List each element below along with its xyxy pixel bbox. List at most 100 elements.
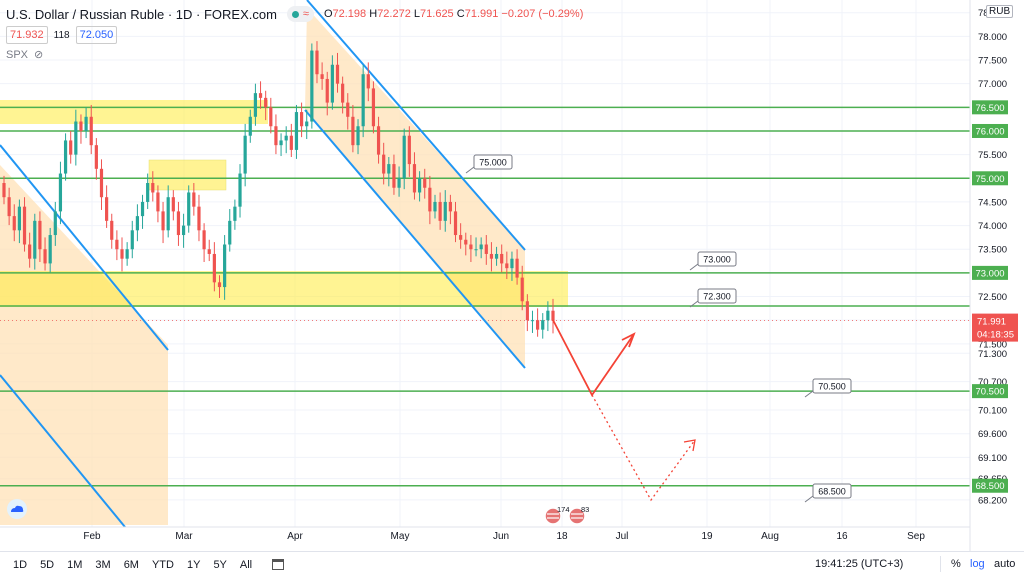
time-tick-label: Apr: [287, 531, 303, 542]
callout-label: 75.000: [479, 158, 507, 168]
candle-body: [166, 197, 170, 231]
sell-price-button[interactable]: 71.932: [6, 26, 48, 44]
timeframe-3m[interactable]: 3M: [95, 558, 111, 571]
candle-body: [289, 135, 293, 150]
candle-body: [330, 64, 334, 103]
candle-body: [479, 244, 483, 250]
candle-body: [505, 263, 509, 269]
candle-body: [28, 244, 32, 259]
forecast-dotted-path: [591, 394, 696, 502]
callout-pointer: [465, 166, 475, 174]
auto-toggle[interactable]: auto: [994, 558, 1016, 570]
timeframe-5y[interactable]: 5Y: [213, 558, 227, 571]
level-price-label: 73.000: [975, 268, 1004, 279]
log-toggle[interactable]: log: [970, 558, 985, 570]
candle-body: [17, 206, 21, 231]
candle-body: [125, 249, 129, 259]
candle-body: [366, 74, 370, 89]
level-price-tag: [972, 171, 1008, 186]
eye-slash-icon[interactable]: ⊘: [34, 49, 44, 61]
market-open-icon: [291, 10, 299, 18]
callout-pointer: [689, 263, 699, 271]
time-tick-label: 18: [556, 531, 568, 542]
candle-body: [269, 107, 273, 127]
candle-body: [412, 164, 417, 193]
timeframe-1y[interactable]: 1Y: [186, 558, 201, 571]
price-tick-label: 74.000: [978, 221, 1007, 232]
candlesticks: [2, 41, 555, 339]
candle-body: [428, 187, 432, 212]
price-tick-label: 75.500: [978, 150, 1007, 161]
timeframe-5d[interactable]: 5D: [40, 558, 55, 571]
candle-body: [335, 64, 340, 84]
candle-body: [212, 253, 216, 283]
candle-body: [407, 135, 411, 165]
candle-body: [243, 135, 247, 174]
candle-body: [346, 102, 350, 117]
price-tick-label: 69.600: [978, 429, 1007, 440]
level-callout: 75.000: [465, 154, 513, 174]
price-change: −0.207 (−0.29%): [501, 8, 584, 20]
left-channel-fill: [0, 165, 168, 525]
timeframe-6m[interactable]: 6M: [123, 558, 139, 571]
level-price-tag: [972, 100, 1008, 115]
candle-body: [520, 277, 524, 302]
candle-body: [351, 116, 355, 146]
forecast-dotted-arrowhead: [683, 439, 696, 452]
candle-body: [546, 310, 550, 321]
level-callout: 73.000: [689, 251, 737, 271]
price-tick-label: 70.100: [978, 406, 1007, 417]
timeframe-all[interactable]: All: [239, 558, 253, 571]
price-tick-label: 74.500: [978, 197, 1007, 208]
level-price-label: 68.500: [975, 481, 1004, 492]
indicator-name[interactable]: SPX: [6, 48, 29, 61]
calendar-icon[interactable]: [272, 559, 285, 570]
forecast-arrows: [552, 319, 696, 502]
buy-price-button[interactable]: 72.050: [75, 26, 118, 44]
price-axis: 78.50078.00077.50077.00076.50076.00075.5…: [969, 0, 1024, 551]
candle-body: [99, 168, 104, 198]
callout-box: [697, 251, 737, 267]
candle-body: [310, 50, 314, 122]
channel-line: [304, 109, 526, 369]
timeframe-1m[interactable]: 1M: [67, 558, 83, 571]
bottom-toolbar: 1D 5D 1M 3M 6M YTD 1Y 5Y All 19:41:25 (U…: [0, 551, 1024, 577]
drawing-zones: [0, 8, 568, 525]
candle-body: [12, 216, 16, 231]
callout-pointer: [804, 390, 814, 398]
timeframe-1d[interactable]: 1D: [13, 558, 28, 571]
candle-body: [551, 310, 555, 321]
level-callouts: 75.000 73.000 72.300 70.500 68.500: [465, 154, 852, 503]
price-tick-label: 72.500: [978, 292, 1007, 303]
candle-body: [294, 112, 299, 150]
percent-toggle[interactable]: %: [951, 558, 961, 570]
timeframe-ytd[interactable]: YTD: [151, 558, 174, 571]
current-price-label: 71.991: [977, 317, 1006, 328]
candle-body: [181, 225, 186, 236]
currency-badge[interactable]: RUB: [986, 5, 1014, 18]
candle-body: [207, 249, 211, 254]
candle-body: [233, 206, 237, 221]
candle-body: [238, 173, 242, 207]
candle-body: [187, 192, 191, 226]
candle-body: [130, 230, 134, 250]
cloud-logo-icon[interactable]: [6, 499, 28, 519]
price-tick-label: 69.100: [978, 453, 1007, 464]
event-count-label: 83: [581, 505, 589, 514]
market-status[interactable]: ≈: [286, 6, 314, 22]
countdown-label: 04:18:35: [977, 330, 1014, 341]
approx-icon: ≈: [302, 8, 309, 20]
callout-box: [697, 288, 737, 304]
candle-body: [397, 178, 401, 188]
candle-body: [371, 88, 376, 127]
symbol-title[interactable]: U.S. Dollar / Russian Ruble · 1D · FOREX…: [6, 6, 277, 22]
bid-ask-row: 71.932 118 72.050: [6, 26, 118, 44]
clock-readout[interactable]: 19:41:25 (UTC+3): [815, 558, 904, 570]
candle-body: [22, 206, 27, 245]
candle-body: [248, 116, 252, 136]
candle-body: [135, 216, 140, 231]
candle-body: [382, 154, 386, 174]
candle-body: [202, 230, 206, 250]
candle-body: [536, 320, 540, 330]
